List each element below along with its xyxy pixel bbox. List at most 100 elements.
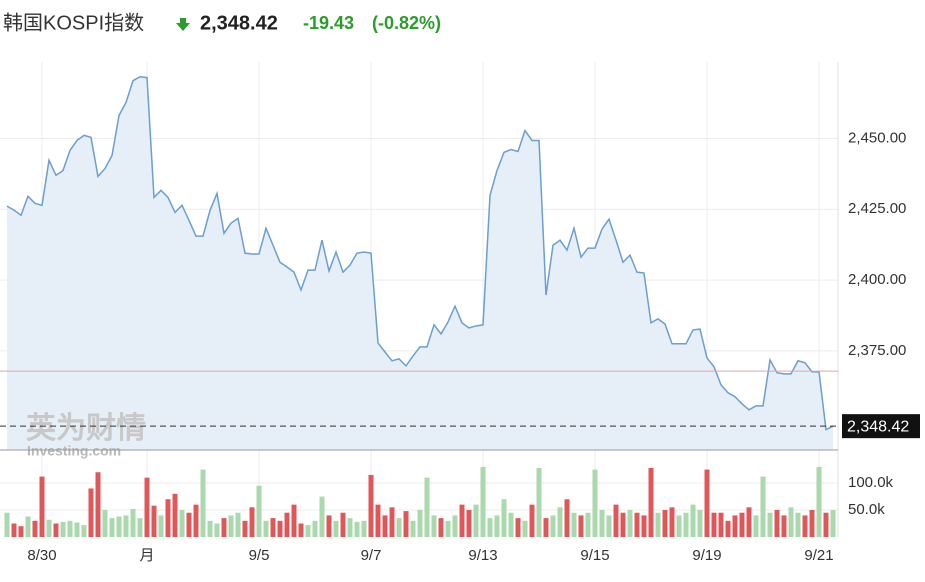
volume-bar xyxy=(361,520,367,537)
volume-bar xyxy=(830,510,836,537)
volume-bar xyxy=(60,521,66,537)
volume-bar xyxy=(466,510,472,537)
volume-bar xyxy=(396,518,402,537)
volume-bar xyxy=(522,520,528,537)
volume-bar xyxy=(704,469,710,537)
volume-bar xyxy=(39,476,45,537)
volume-bar xyxy=(102,510,108,537)
volume-bar xyxy=(515,518,521,537)
volume-bar xyxy=(774,510,780,537)
volume-bar xyxy=(270,518,276,537)
volume-bar xyxy=(340,512,346,537)
volume-bar xyxy=(123,515,129,537)
volume-bar xyxy=(683,512,689,537)
volume-bar xyxy=(767,512,773,537)
volume-bar xyxy=(319,496,325,537)
volume-bar xyxy=(424,477,430,537)
volume-bar xyxy=(641,515,647,537)
volume-bar xyxy=(578,515,584,537)
volume-bar xyxy=(564,499,570,537)
volume-bar xyxy=(557,507,563,537)
volume-bar xyxy=(263,520,269,537)
volume-bar xyxy=(326,515,332,537)
volume-bar xyxy=(452,515,458,537)
volume-bar xyxy=(74,522,80,537)
volume-bar xyxy=(375,504,381,537)
volume-bar xyxy=(4,512,10,537)
x-tick-label: 9/15 xyxy=(580,547,609,564)
down-arrow-icon xyxy=(176,18,190,31)
volume-bar xyxy=(816,466,822,537)
chart-title: 韩国KOSPI指数 xyxy=(3,11,144,34)
volume-bar xyxy=(165,499,171,537)
x-tick-label: 9/19 xyxy=(692,547,721,564)
volume-bar xyxy=(179,510,185,537)
volume-bar xyxy=(823,512,829,537)
volume-bar xyxy=(732,515,738,537)
x-tick-label: 8/30 xyxy=(27,547,56,564)
volume-bar xyxy=(242,520,248,537)
volume-bar xyxy=(158,515,164,537)
volume-bar xyxy=(459,504,465,537)
volume-bar xyxy=(18,526,24,537)
volume-bar xyxy=(25,516,31,537)
last-price: 2,348.42 xyxy=(200,12,278,34)
volume-bar xyxy=(431,515,437,537)
area xyxy=(7,76,833,451)
volume-bar xyxy=(690,504,696,537)
volume-bar xyxy=(235,512,241,537)
volume-bar xyxy=(620,512,626,537)
y-tick-label: 2,425.00 xyxy=(848,200,906,217)
volume-bar xyxy=(662,510,668,537)
volume-bar xyxy=(277,520,283,537)
last-price-label: 2,348.42 xyxy=(847,418,909,435)
volume-bar xyxy=(67,520,73,537)
volume-bar xyxy=(606,515,612,537)
volume-bar xyxy=(438,518,444,537)
volume-bar xyxy=(536,467,542,537)
volume-bar xyxy=(144,477,150,537)
volume-bar xyxy=(389,507,395,537)
volume-bar xyxy=(193,504,199,537)
volume-bar xyxy=(354,521,360,537)
volume-bar xyxy=(53,523,59,537)
change: -19.43 xyxy=(303,13,354,33)
volume-bar xyxy=(739,512,745,537)
volume-bar xyxy=(116,516,122,537)
volume-bar xyxy=(480,466,486,537)
volume-bar xyxy=(221,518,227,537)
volume-bar xyxy=(725,520,731,537)
volume-bar xyxy=(445,520,451,537)
volume-bar xyxy=(711,512,717,537)
price-line xyxy=(6,75,834,431)
volume-bar xyxy=(634,512,640,537)
volume-bar xyxy=(32,520,38,537)
volume-bar xyxy=(11,523,17,537)
volume-bar xyxy=(753,515,759,537)
watermark: 英为财情 xyxy=(26,412,146,445)
volume-bar xyxy=(781,515,787,537)
volume-bar xyxy=(676,515,682,537)
volume-bar xyxy=(403,511,409,537)
volume-tick-label: 100.0k xyxy=(848,474,894,491)
volume-bar xyxy=(291,504,297,537)
volume-bar xyxy=(613,504,619,537)
volume-bar xyxy=(473,504,479,537)
x-tick-label: 9/13 xyxy=(468,547,497,564)
volume-bar xyxy=(550,515,556,537)
volume-bar xyxy=(249,507,255,537)
volume-bar xyxy=(627,510,633,537)
volume-bar xyxy=(130,508,136,537)
volume-bar xyxy=(284,512,290,537)
volume-bar xyxy=(746,507,752,537)
volume-bar xyxy=(151,505,157,537)
change-percent: (-0.82%) xyxy=(372,13,441,33)
volume-bar xyxy=(543,518,549,537)
x-tick-label: 月 xyxy=(139,547,154,564)
volume-bar xyxy=(186,512,192,537)
volume-bar xyxy=(333,520,339,537)
volume-bar xyxy=(207,520,213,537)
volume-bar xyxy=(529,504,535,537)
volume-bar xyxy=(585,512,591,537)
x-tick-label: 9/7 xyxy=(361,547,382,564)
